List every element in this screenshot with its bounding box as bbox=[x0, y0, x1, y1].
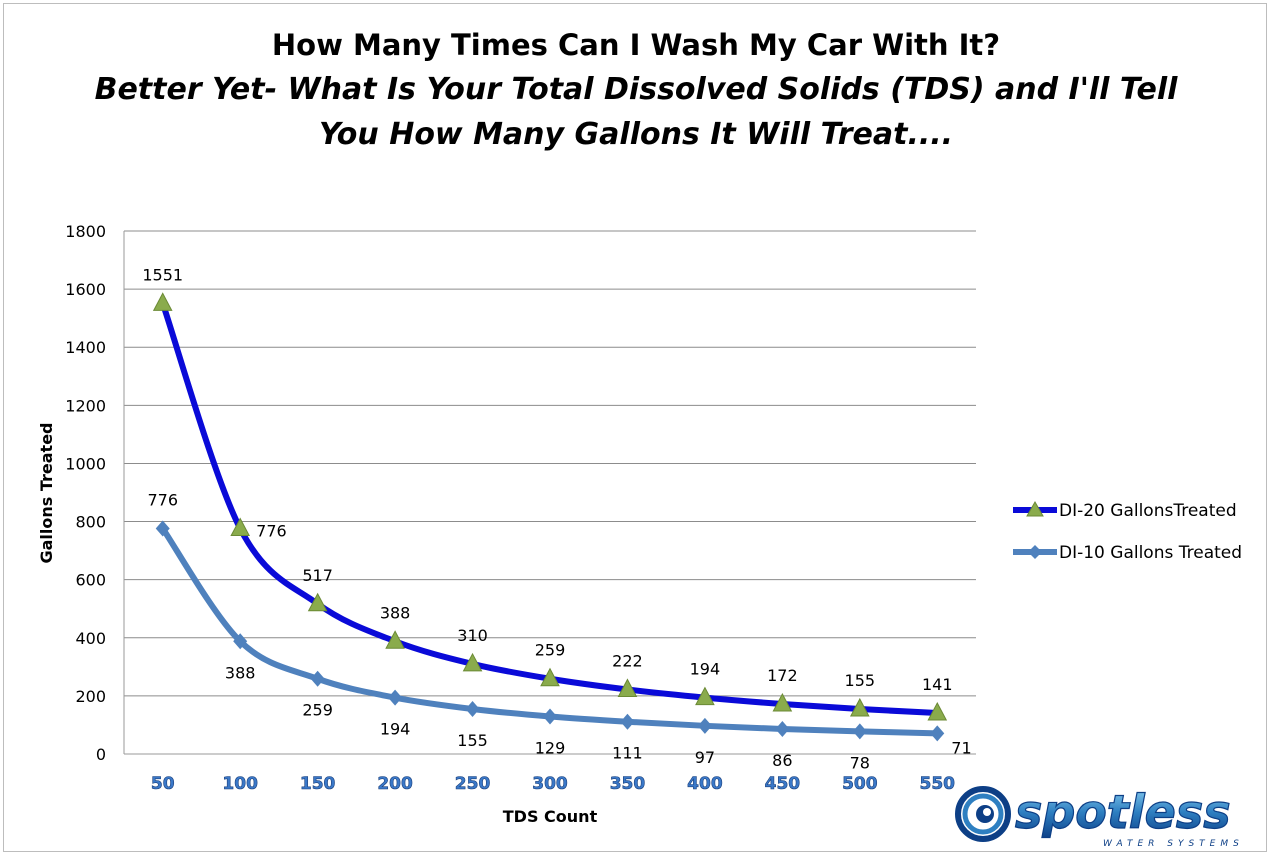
legend-marker-triangle-icon bbox=[1026, 500, 1044, 517]
series-line-di20 bbox=[159, 300, 941, 717]
data-labels: 776 388 259 194 155 129 111 97 86 78 71 1551 776 517 3… bbox=[142, 265, 971, 772]
di10-point bbox=[310, 670, 325, 687]
chart-subtitle-line-2: You How Many Gallons It Will Treat.... bbox=[318, 117, 954, 152]
chart-subtitle-line-1: Better Yet- What Is Your Total Dissolved… bbox=[94, 72, 1178, 107]
di20-point bbox=[462, 652, 483, 672]
chart-title: How Many Times Can I Wash My Car With It… bbox=[271, 28, 1001, 62]
di10-data-label: 129 bbox=[535, 739, 566, 758]
y-tick-label: 1200 bbox=[65, 396, 106, 415]
series-line-di10 bbox=[159, 525, 941, 737]
x-axis-label: TDS Count bbox=[503, 807, 598, 826]
y-tick-label: 200 bbox=[75, 687, 106, 706]
di20-point bbox=[927, 701, 948, 721]
y-tick-label: 400 bbox=[75, 629, 106, 648]
x-tick-label: 500 bbox=[842, 774, 878, 794]
di20-data-label: 172 bbox=[767, 666, 798, 685]
di10-point bbox=[775, 721, 790, 738]
di20-data-label: 141 bbox=[922, 675, 953, 694]
x-tick-label: 150 bbox=[300, 774, 336, 794]
di10-point bbox=[155, 520, 170, 537]
di10-point bbox=[233, 633, 248, 650]
di20-data-label: 259 bbox=[535, 641, 566, 660]
di20-data-label: 155 bbox=[845, 671, 876, 690]
di10-data-label: 71 bbox=[951, 738, 971, 757]
y-tick-label: 600 bbox=[75, 571, 106, 590]
di10-point bbox=[930, 725, 945, 742]
di20-point bbox=[849, 697, 870, 717]
di20-point bbox=[385, 630, 405, 649]
di20-data-label: 388 bbox=[380, 603, 411, 622]
di10-point bbox=[388, 689, 403, 706]
di10-data-label: 111 bbox=[612, 744, 643, 763]
di10-point bbox=[620, 713, 635, 730]
di10-point bbox=[465, 700, 480, 717]
di20-point bbox=[540, 667, 560, 687]
di20-data-label: 776 bbox=[256, 522, 287, 541]
x-tick-label: 400 bbox=[687, 774, 723, 794]
di10-point bbox=[543, 708, 557, 725]
y-tick-label: 1600 bbox=[65, 280, 106, 299]
gridlines bbox=[123, 230, 976, 755]
di10-data-label: 259 bbox=[302, 701, 333, 720]
y-tick-label: 1800 bbox=[65, 222, 106, 241]
di20-point bbox=[772, 692, 793, 712]
di20-point bbox=[307, 592, 328, 612]
x-tick-label: 250 bbox=[455, 774, 491, 794]
di20-data-label: 517 bbox=[302, 566, 333, 585]
di10-point bbox=[852, 723, 867, 740]
series-lines bbox=[159, 300, 941, 737]
di10-data-label: 776 bbox=[147, 491, 178, 510]
y-tick-label: 800 bbox=[75, 513, 106, 532]
y-axis-label: Gallons Treated bbox=[37, 422, 56, 563]
di20-data-label: 1551 bbox=[142, 265, 183, 284]
di10-data-label: 194 bbox=[380, 720, 411, 739]
di20-point bbox=[617, 678, 638, 697]
swirl-icon bbox=[955, 786, 1011, 842]
logo-tagline: WATER SYSTEMS bbox=[1103, 839, 1244, 849]
di20-point bbox=[230, 517, 251, 537]
y-tick-label: 1000 bbox=[65, 454, 106, 473]
x-tick-label: 550 bbox=[920, 774, 956, 794]
legend-label-di20: DI-20 GallonsTreated bbox=[1059, 501, 1237, 521]
di20-point bbox=[152, 292, 173, 311]
di10-point bbox=[697, 717, 712, 734]
x-tick-label: 50 bbox=[151, 774, 175, 794]
di10-data-label: 78 bbox=[850, 753, 870, 772]
di20-data-label: 310 bbox=[457, 626, 488, 645]
x-axis-ticks: 50 100 150 200 250 300 350 400 450 500 550 bbox=[151, 774, 956, 795]
x-tick-label: 350 bbox=[610, 774, 646, 794]
y-axis-ticks: 0 200 400 600 800 1000 1200 1400 1600 1800 bbox=[65, 222, 106, 764]
legend: DI-20 GallonsTreated DI-10 Gallons Treat… bbox=[1013, 500, 1242, 563]
di10-data-label: 86 bbox=[772, 751, 792, 770]
legend-item-di10: DI-10 Gallons Treated bbox=[1013, 543, 1242, 563]
series-markers bbox=[152, 292, 948, 742]
y-tick-label: 0 bbox=[96, 745, 106, 764]
spotless-logo: spotless WATER SYSTEMS bbox=[955, 784, 1244, 849]
logo-wordmark: spotless bbox=[1015, 785, 1231, 839]
chart-border bbox=[3, 3, 1267, 852]
x-tick-label: 300 bbox=[532, 774, 568, 794]
x-tick-label: 200 bbox=[377, 774, 413, 794]
di10-data-label: 97 bbox=[695, 748, 715, 767]
legend-label-di10: DI-10 Gallons Treated bbox=[1059, 543, 1242, 563]
di20-data-label: 222 bbox=[612, 651, 643, 670]
di20-point bbox=[695, 686, 715, 706]
di10-data-label: 388 bbox=[225, 663, 256, 682]
di20-data-label: 194 bbox=[690, 660, 721, 679]
legend-item-di20: DI-20 GallonsTreated bbox=[1013, 500, 1237, 521]
x-tick-label: 100 bbox=[222, 774, 258, 794]
x-tick-label: 450 bbox=[765, 774, 801, 794]
di10-data-label: 155 bbox=[457, 731, 488, 750]
y-tick-label: 1400 bbox=[65, 338, 106, 357]
legend-marker-diamond-icon bbox=[1028, 545, 1042, 559]
